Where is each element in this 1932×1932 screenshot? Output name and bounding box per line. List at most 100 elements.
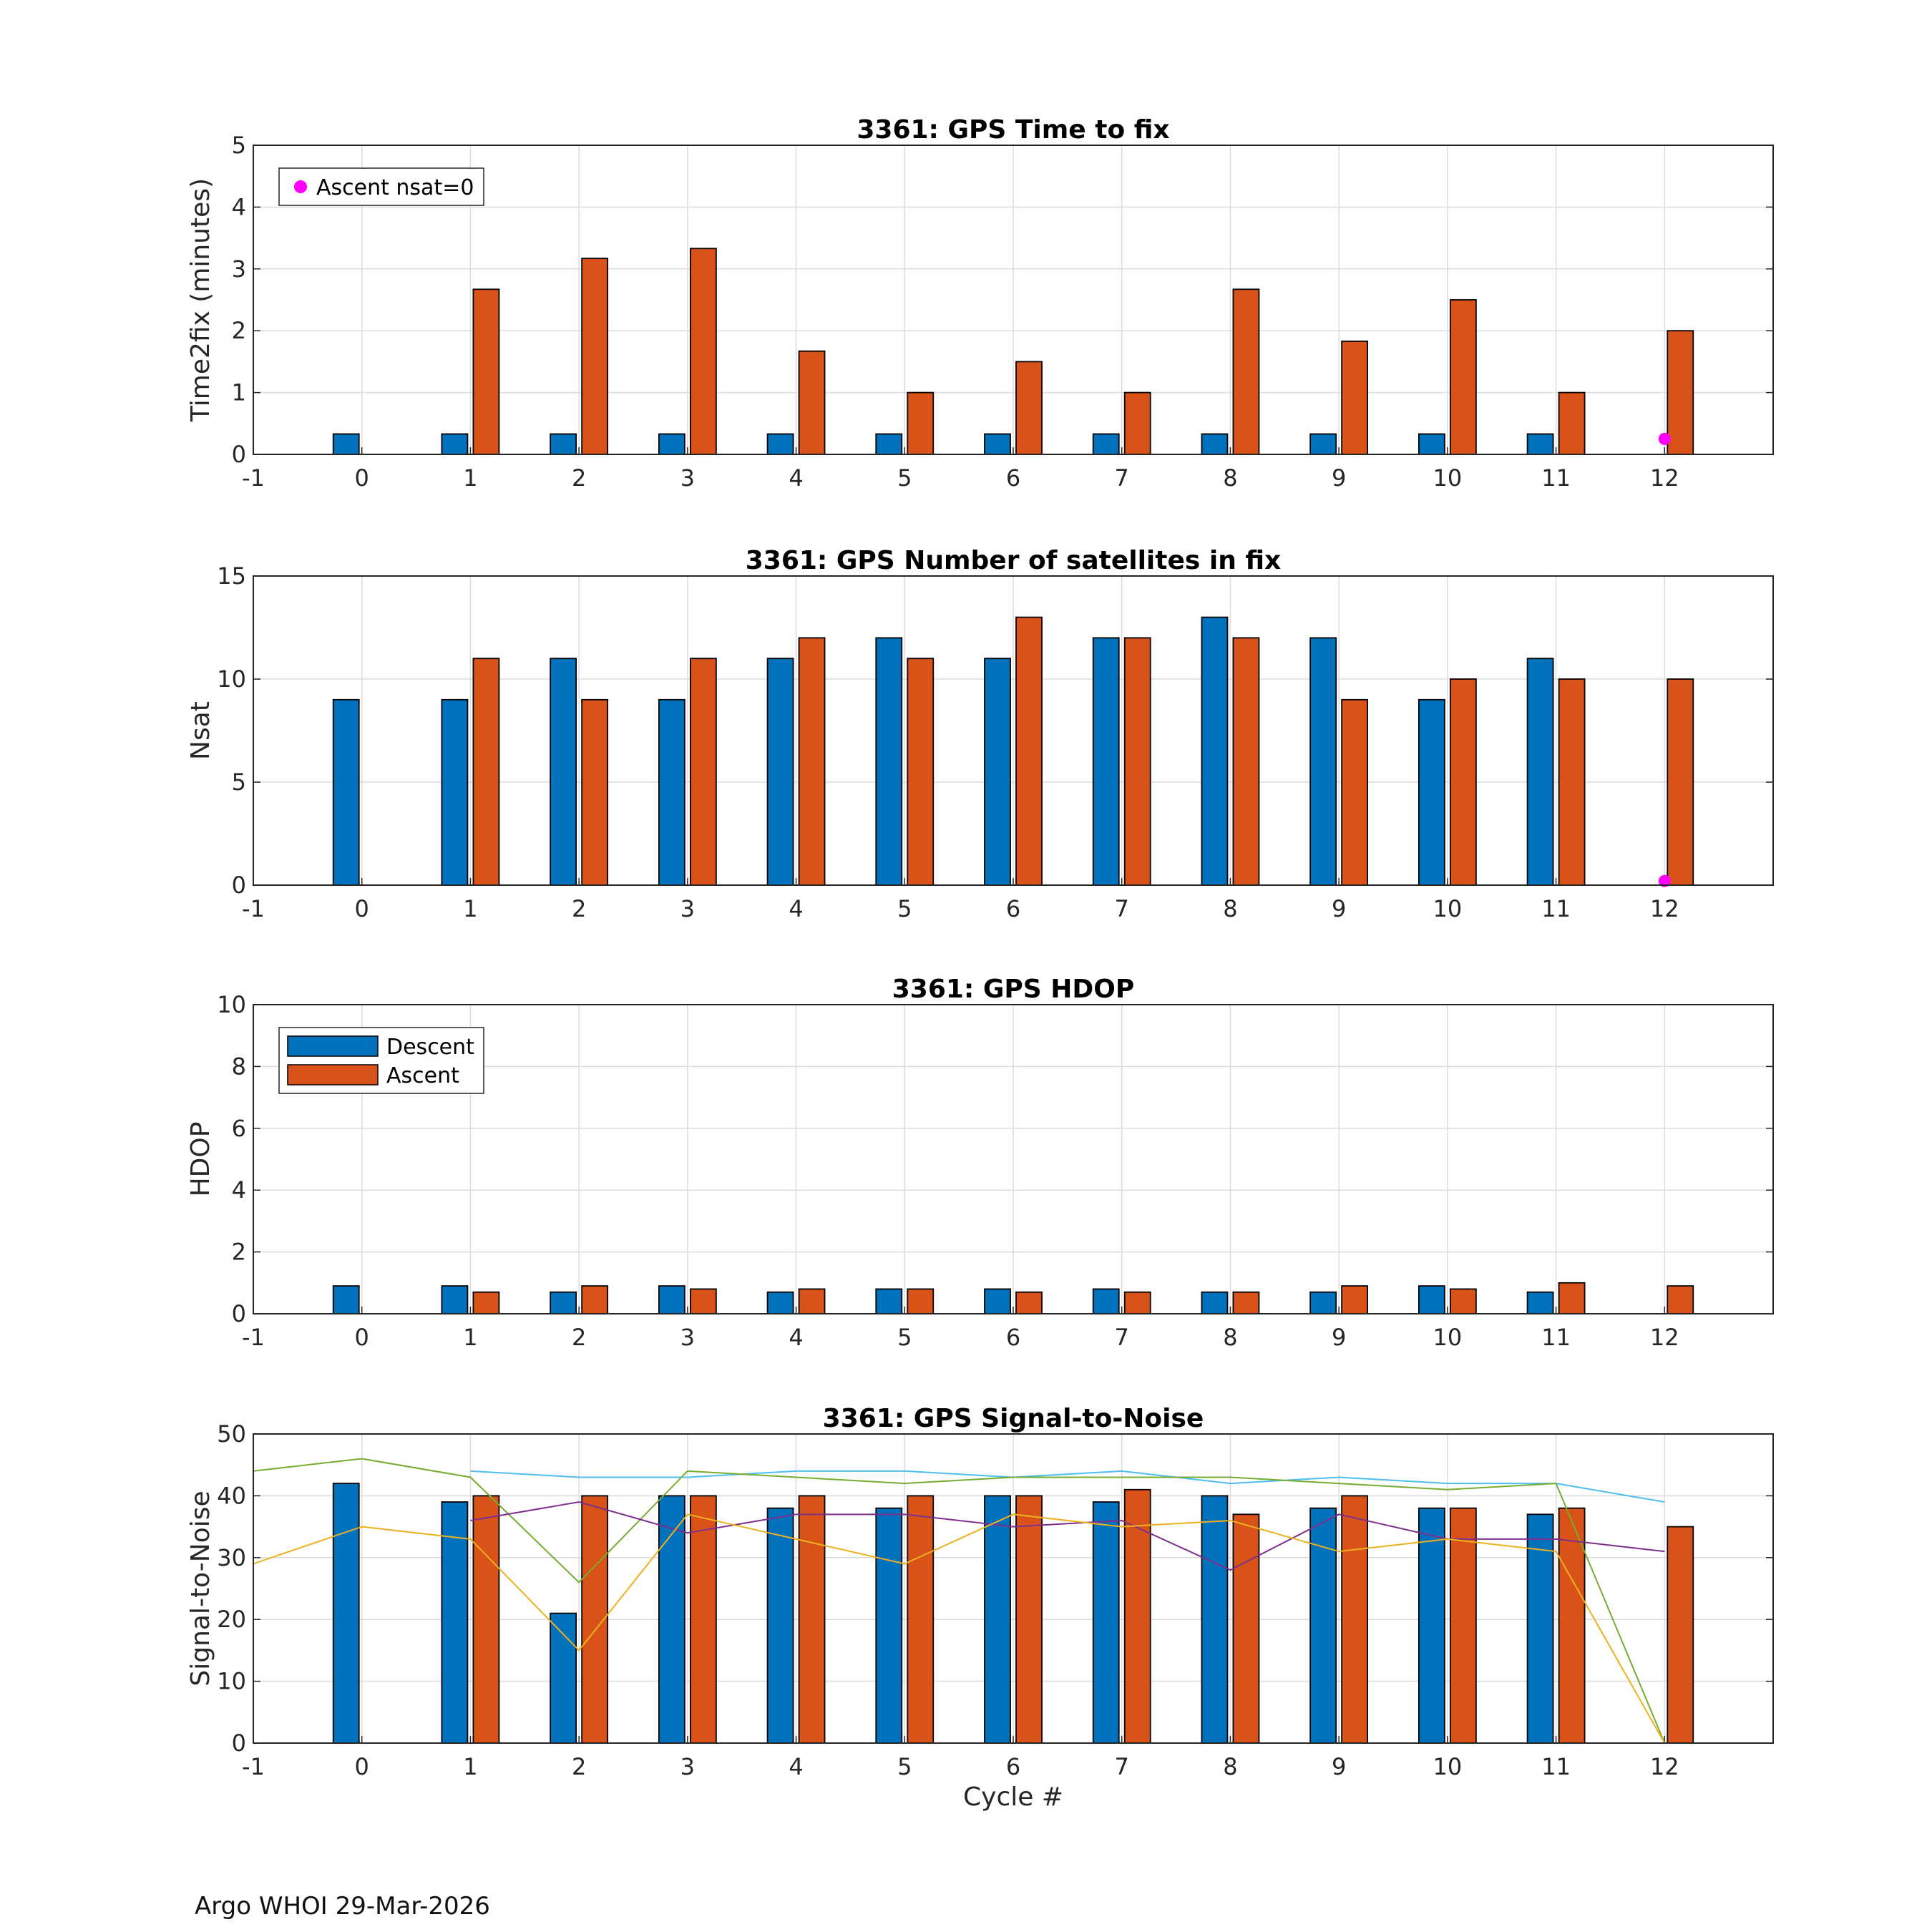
descent-bar (1092, 1501, 1120, 1744)
x-tick-label: 4 (789, 1753, 803, 1780)
descent-bar (658, 698, 686, 886)
ascent-bar (1232, 1291, 1260, 1314)
descent-bar (1092, 637, 1120, 886)
x-axis-label: Cycle # (963, 1782, 1063, 1812)
legend-bar-swatch (287, 1035, 379, 1057)
x-tick-label: 10 (1433, 464, 1462, 492)
y-tick-label: 0 (232, 1300, 246, 1327)
descent-bar (1418, 433, 1445, 455)
x-tick-label: 10 (1433, 1753, 1462, 1780)
x-tick-label: -1 (242, 1753, 265, 1780)
descent-bar (1309, 433, 1337, 455)
ascent-bar (1449, 1288, 1477, 1314)
x-tick-label: 6 (1006, 1753, 1020, 1780)
descent-bar (1309, 637, 1337, 886)
x-tick-label: 2 (572, 895, 586, 922)
descent-bar (984, 433, 1011, 455)
ascent-bar (1341, 1285, 1369, 1314)
descent-bar (1418, 1285, 1445, 1314)
ascent-bar (1015, 1495, 1043, 1744)
x-tick-label: 8 (1223, 895, 1237, 922)
ascent-bar (1232, 288, 1260, 455)
descent-bar (1201, 1291, 1229, 1314)
y-tick-label: 40 (217, 1482, 246, 1509)
descent-bar (658, 1285, 686, 1314)
ascent-bar (1667, 1526, 1694, 1744)
x-tick-label: 3 (680, 464, 695, 492)
ascent-bar (472, 1291, 500, 1314)
y-axis-label: Nsat (186, 701, 215, 760)
descent-bar (875, 637, 903, 886)
x-tick-label: 11 (1541, 1324, 1571, 1351)
y-tick-label: 2 (232, 1239, 246, 1266)
x-tick-label: 0 (355, 1753, 369, 1780)
x-tick-label: 7 (1115, 895, 1129, 922)
descent-bar (875, 1507, 903, 1744)
legend-label: Ascent (386, 1063, 459, 1088)
descent-bar (658, 433, 686, 455)
x-tick-label: 3 (680, 1753, 695, 1780)
descent-bar (550, 658, 577, 886)
descent-bar (1526, 433, 1554, 455)
chart-title: 3361: GPS HDOP (892, 975, 1135, 1004)
ascent-bar (581, 1285, 609, 1314)
snr-line-2 (253, 1458, 1666, 1744)
descent-bar (766, 1507, 794, 1744)
y-tick-label: 2 (232, 317, 246, 344)
descent-bar (1526, 1513, 1554, 1744)
x-tick-label: 0 (355, 895, 369, 922)
ascent-bar (1449, 678, 1477, 886)
ascent-bar (1123, 637, 1151, 886)
ascent-bar (1123, 391, 1151, 455)
x-tick-label: 2 (572, 1753, 586, 1780)
snr-line-4 (253, 1513, 1666, 1744)
y-tick-label: 5 (232, 132, 246, 159)
descent-bar (875, 1288, 903, 1314)
ascent-bar (907, 658, 935, 886)
descent-bar (332, 433, 360, 455)
x-tick-label: 0 (355, 1324, 369, 1351)
ascent-bar (581, 698, 609, 886)
ascent-bar (1667, 678, 1694, 886)
descent-bar (1201, 1495, 1229, 1744)
descent-bar (1309, 1291, 1337, 1314)
ascent-bar (1015, 616, 1043, 886)
x-tick-label: 0 (355, 464, 369, 492)
y-tick-label: 15 (217, 562, 246, 590)
descent-bar (658, 1495, 686, 1744)
descent-bar (332, 1483, 360, 1744)
x-tick-label: 9 (1332, 1753, 1346, 1780)
x-tick-label: 5 (897, 1753, 912, 1780)
x-tick-label: 2 (572, 464, 586, 492)
descent-bar (1418, 1507, 1445, 1744)
x-tick-label: 12 (1650, 1753, 1679, 1780)
ascent-bar (689, 1495, 717, 1744)
ascent-bar (1341, 1495, 1369, 1744)
x-tick-label: 5 (897, 1324, 912, 1351)
x-tick-label: -1 (242, 895, 265, 922)
x-tick-label: 11 (1541, 464, 1571, 492)
x-tick-label: 11 (1541, 1753, 1571, 1780)
x-tick-label: 8 (1223, 464, 1237, 492)
descent-bar (1201, 433, 1229, 455)
ascent-bar (581, 258, 609, 455)
descent-bar (984, 658, 1011, 886)
x-tick-label: 12 (1650, 464, 1679, 492)
descent-bar (441, 1501, 469, 1744)
descent-bar (550, 1291, 577, 1314)
descent-bar (1526, 658, 1554, 886)
ascent-bar (472, 1495, 500, 1744)
legend-bar-swatch (287, 1064, 379, 1085)
descent-bar (550, 1612, 577, 1744)
y-tick-label: 0 (232, 1729, 246, 1757)
legend-label: Ascent nsat=0 (316, 175, 474, 200)
y-tick-label: 0 (232, 441, 246, 468)
nsat-zero-marker (1658, 874, 1671, 887)
x-tick-label: 9 (1332, 1324, 1346, 1351)
ascent-bar (1667, 330, 1694, 455)
ascent-bar (1558, 1282, 1586, 1314)
x-tick-label: 4 (789, 1324, 803, 1351)
x-tick-label: 6 (1006, 1324, 1020, 1351)
